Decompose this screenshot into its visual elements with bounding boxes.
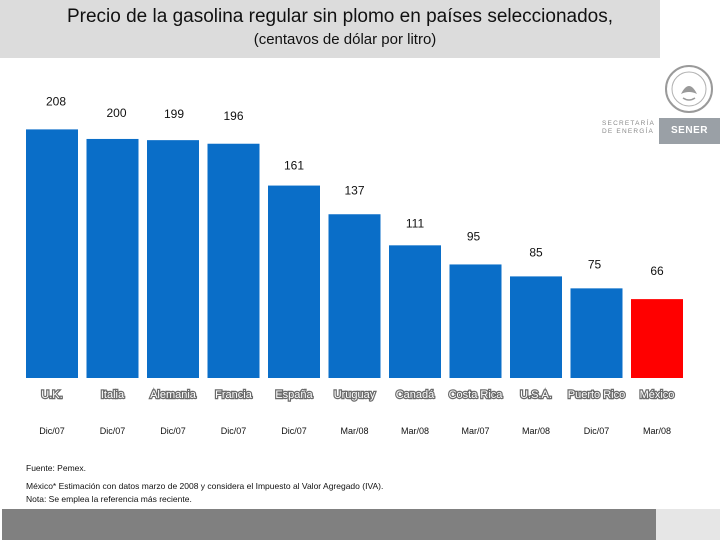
- category-label: U.K.: [41, 389, 62, 401]
- source-note: Fuente: Pemex.: [26, 463, 87, 473]
- bar-u-k-: [26, 129, 78, 378]
- bar-u-s-a-: [510, 276, 562, 378]
- category-label: Canadá: [396, 389, 435, 401]
- bar-alemania: [147, 140, 199, 378]
- value-label: 196: [223, 109, 243, 123]
- chart-title: Precio de la gasolina regular sin plomo …: [66, 6, 614, 27]
- value-label: 137: [344, 183, 364, 197]
- bottom-bar: [2, 509, 656, 540]
- value-label: 200: [106, 106, 126, 120]
- value-label: 95: [467, 229, 481, 243]
- category-label: México: [640, 389, 675, 401]
- date-label: Mar/08: [401, 426, 429, 436]
- sener-badge: SENER: [659, 118, 720, 144]
- secretaria-text: SECRETARÍA DE ENERGÍA: [602, 120, 656, 136]
- bar-chart: 208 U.K. Dic/07 200 Italia Dic/07 199 Alemania D…: [26, 94, 683, 436]
- header-band: [0, 0, 660, 58]
- bar-puerto-rico: [570, 288, 623, 378]
- estimation-note: México* Estimación con datos marzo de 20…: [26, 481, 384, 491]
- bar-francia: [207, 143, 260, 378]
- value-label: 75: [588, 257, 602, 271]
- category-label: Francia: [215, 389, 253, 401]
- value-label: 199: [164, 107, 184, 121]
- value-label: 161: [284, 159, 304, 173]
- date-label: Mar/08: [643, 426, 671, 436]
- bar-uruguay: [328, 214, 381, 378]
- sener-logo: SECRETARÍA DE ENERGÍA SENER: [600, 60, 720, 146]
- date-label: Mar/07: [461, 426, 489, 436]
- bar-canad-: [389, 245, 441, 378]
- date-label: Dic/07: [221, 426, 247, 436]
- category-label: Italia: [101, 389, 125, 401]
- value-label: 85: [529, 245, 543, 259]
- date-label: Dic/07: [281, 426, 307, 436]
- bar-espa-a: [268, 185, 320, 378]
- category-label: Puerto Rico: [568, 389, 625, 401]
- date-label: Dic/07: [160, 426, 186, 436]
- bar-italia: [86, 138, 139, 378]
- category-label: España: [275, 389, 313, 401]
- value-label: 66: [650, 264, 664, 278]
- date-label: Dic/07: [100, 426, 126, 436]
- value-label: 111: [406, 216, 425, 230]
- bottom-bar-light: [656, 509, 720, 540]
- reference-note: Nota: Se emplea la referencia más recien…: [26, 494, 192, 504]
- value-label: 208: [46, 94, 66, 108]
- bar-costa-rica: [449, 264, 502, 378]
- date-label: Dic/07: [39, 426, 65, 436]
- secretaria-line2: DE ENERGÍA: [602, 128, 655, 135]
- bar-m-xico: [631, 299, 683, 378]
- category-label: Alemania: [150, 389, 197, 401]
- category-label: Costa Rica: [449, 389, 504, 401]
- category-label: Uruguay: [334, 389, 376, 401]
- date-label: Mar/08: [340, 426, 368, 436]
- date-label: Dic/07: [584, 426, 610, 436]
- category-label: U.S.A.: [520, 389, 552, 401]
- date-label: Mar/08: [522, 426, 550, 436]
- chart-subtitle: (centavos de dólar por litro): [253, 31, 437, 48]
- secretaria-line1: SECRETARÍA: [602, 120, 656, 127]
- national-seal-icon: [665, 65, 713, 113]
